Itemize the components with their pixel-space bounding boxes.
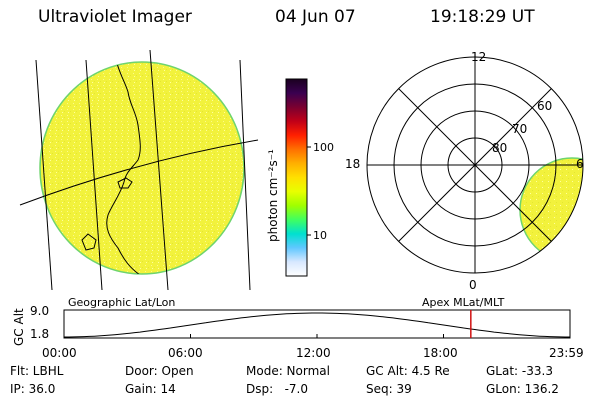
meridian-line bbox=[85, 59, 103, 291]
instrument-title: Ultraviolet Imager bbox=[38, 7, 192, 27]
earth-disk bbox=[39, 61, 245, 275]
info-ip: IP: 36.0 bbox=[10, 382, 56, 396]
polar-panel-label: Apex MLat/MLT bbox=[422, 296, 505, 309]
date-label: 04 Jun 07 bbox=[275, 7, 356, 27]
mlt-label-18: 18 bbox=[345, 157, 361, 171]
colorbar-tick-100: 100 bbox=[313, 141, 334, 154]
timeline-x-0600: 06:00 bbox=[168, 346, 203, 360]
meridian-line bbox=[35, 59, 53, 291]
geo-panel-label: Geographic Lat/Lon bbox=[68, 296, 176, 309]
info-gc-alt: GC Alt: 4.5 Re bbox=[366, 364, 450, 378]
info-dsp: Dsp: -7.0 bbox=[246, 382, 309, 396]
info-glat: GLat: -33.3 bbox=[486, 364, 553, 378]
mlt-label-6: 6 bbox=[576, 157, 584, 171]
timeline-x-1800: 18:00 bbox=[423, 346, 458, 360]
info-door: Door: Open bbox=[125, 364, 194, 378]
time-label: 19:18:29 UT bbox=[430, 7, 535, 27]
mlt-spoke bbox=[398, 88, 552, 242]
timeline-frame bbox=[63, 309, 571, 339]
timeline-y-min: 1.8 bbox=[30, 327, 50, 341]
mlat-label-70: 70 bbox=[512, 122, 528, 136]
info-glon: GLon: 136.2 bbox=[486, 382, 559, 396]
mlt-label-12: 12 bbox=[471, 50, 487, 64]
timeline-axis-title: GC Alt bbox=[12, 308, 26, 346]
info-mode: Mode: Normal bbox=[246, 364, 330, 378]
mlat-label-80: 80 bbox=[492, 141, 508, 155]
mlat-label-60: 60 bbox=[537, 99, 553, 113]
latitude-line bbox=[19, 139, 259, 206]
info-gain: Gain: 14 bbox=[125, 382, 176, 396]
colorbar-tick-10: 10 bbox=[313, 229, 327, 242]
meridian-line bbox=[149, 49, 169, 291]
timeline-x-0000: 00:00 bbox=[42, 346, 77, 360]
timeline-x-1200: 12:00 bbox=[296, 346, 331, 360]
coastline bbox=[81, 233, 97, 251]
colorbar-gradient bbox=[285, 78, 308, 277]
timeline-x-2359: 23:59 bbox=[549, 346, 584, 360]
info-flt: Flt: LBHL bbox=[10, 364, 64, 378]
mlt-label-0: 0 bbox=[469, 278, 477, 292]
coastline bbox=[106, 62, 141, 274]
coastline bbox=[117, 177, 133, 189]
meridian-line bbox=[239, 59, 251, 291]
altitude-curve bbox=[64, 312, 570, 338]
timeline-y-max: 9.0 bbox=[30, 304, 50, 318]
info-seq: Seq: 39 bbox=[366, 382, 412, 396]
